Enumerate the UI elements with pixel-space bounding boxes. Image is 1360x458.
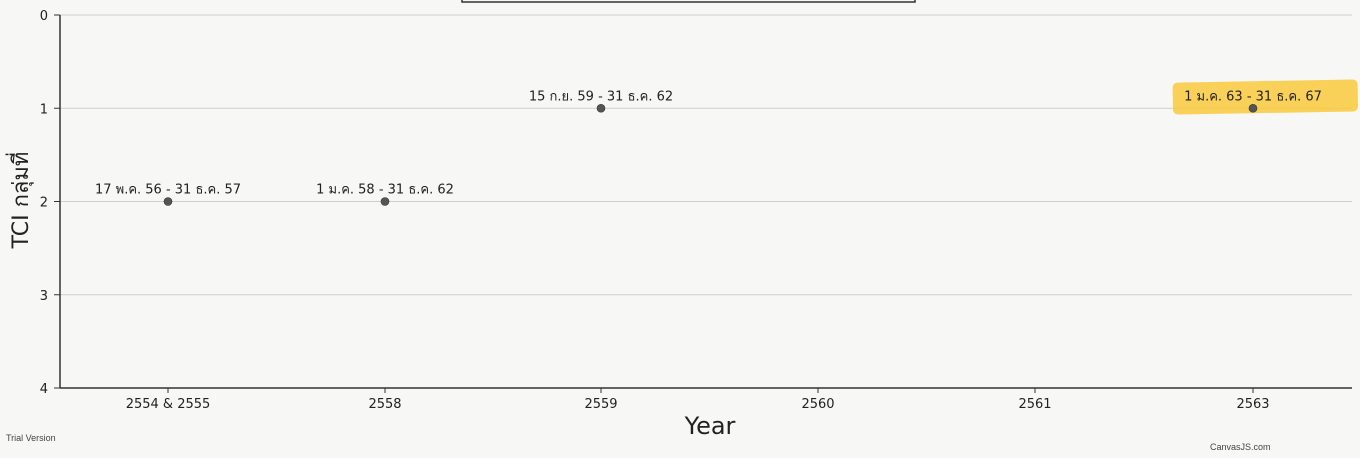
x-axis-title: Year xyxy=(684,412,736,440)
data-label: 15 ก.ย. 59 - 31 ธ.ค. 62 xyxy=(529,89,673,104)
data-point xyxy=(163,197,173,206)
y-tick-label: 0 xyxy=(40,9,48,24)
trial-version-label: Trial Version xyxy=(6,433,56,443)
x-tick-label: 2561 xyxy=(1018,397,1051,412)
y-tick-label: 4 xyxy=(40,382,48,397)
canvasjs-credit-link[interactable]: CanvasJS.com xyxy=(1210,442,1271,452)
title-box-fragment xyxy=(461,0,916,3)
y-tick-label: 2 xyxy=(40,196,48,211)
x-tick-label: 2560 xyxy=(801,397,834,412)
highlighter-mark xyxy=(1172,79,1358,115)
data-label: 17 พ.ค. 56 - 31 ธ.ค. 57 xyxy=(95,183,241,198)
data-point xyxy=(380,197,390,206)
data-label: 1 ม.ค. 58 - 31 ธ.ค. 62 xyxy=(316,183,454,198)
y-tick-label: 1 xyxy=(40,102,48,117)
y-tick-label: 3 xyxy=(40,289,48,304)
data-label: 1 ม.ค. 63 - 31 ธ.ค. 67 xyxy=(1184,89,1322,104)
x-tick-label: 2558 xyxy=(368,397,401,412)
x-tick-label: 2554 & 2555 xyxy=(126,397,211,412)
x-tick-label: 2559 xyxy=(584,397,617,412)
data-point xyxy=(1248,103,1258,113)
data-point xyxy=(596,103,606,113)
y-axis-title: TCI กลุ่มที่ xyxy=(5,152,34,250)
x-tick-label: 2563 xyxy=(1236,397,1269,412)
